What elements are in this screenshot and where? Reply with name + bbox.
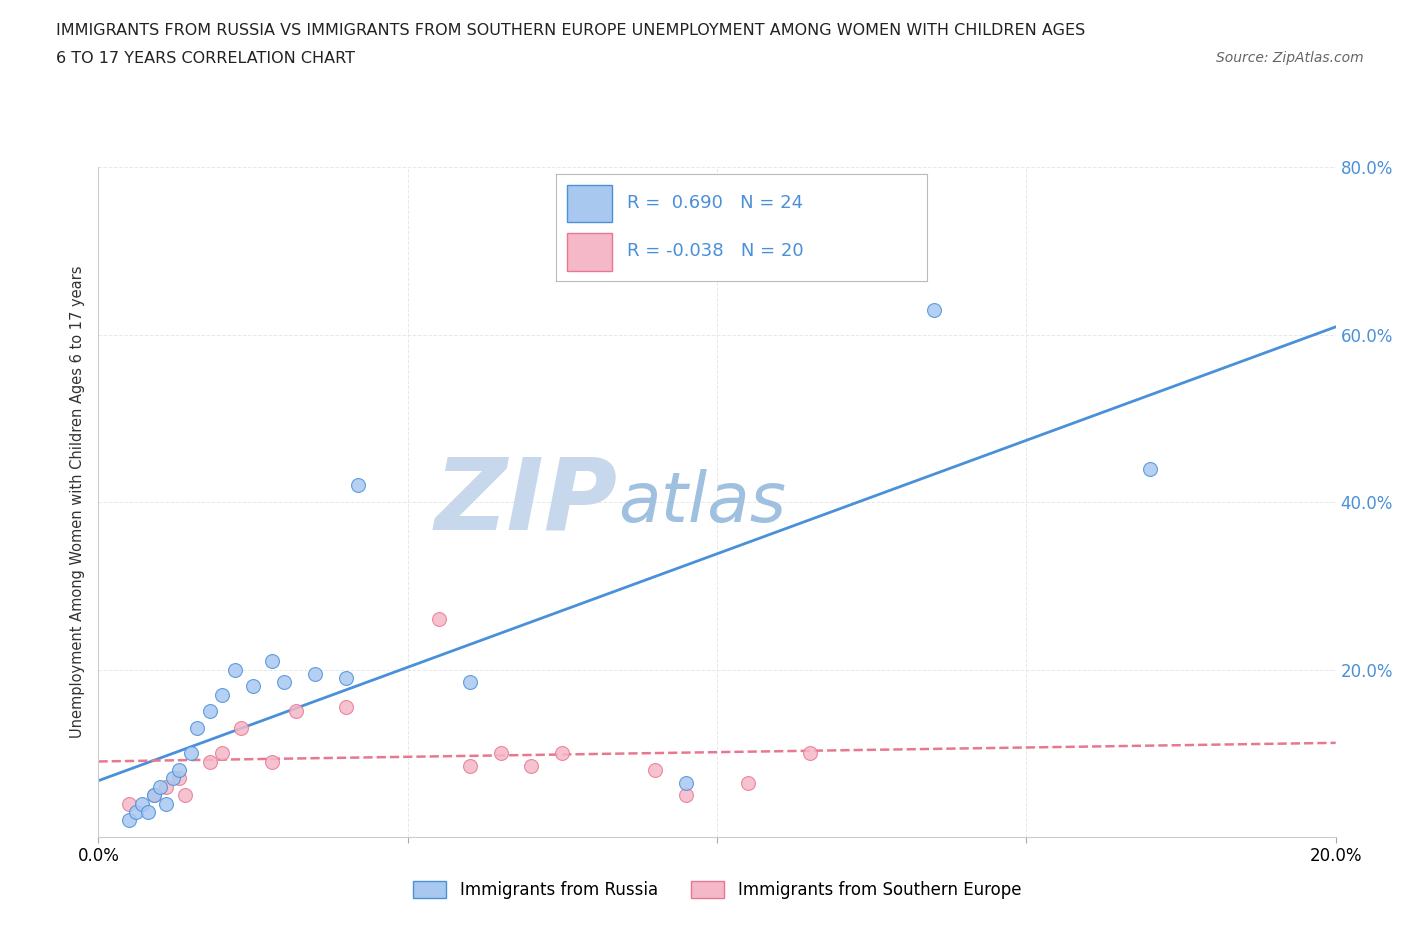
Point — [458, 759, 481, 774]
Legend: Immigrants from Russia, Immigrants from Southern Europe: Immigrants from Russia, Immigrants from … — [406, 874, 1028, 906]
Point — [131, 796, 153, 811]
Point — [260, 654, 283, 669]
Point — [551, 746, 574, 761]
Point — [427, 612, 450, 627]
Point — [304, 667, 326, 682]
Point — [458, 675, 481, 690]
Point — [675, 788, 697, 803]
Point — [260, 754, 283, 769]
Text: atlas: atlas — [619, 469, 786, 536]
Y-axis label: Unemployment Among Women with Children Ages 6 to 17 years: Unemployment Among Women with Children A… — [70, 266, 86, 738]
Point — [922, 302, 945, 317]
Text: Source: ZipAtlas.com: Source: ZipAtlas.com — [1216, 51, 1364, 65]
Point — [347, 478, 370, 493]
Point — [167, 763, 190, 777]
Point — [118, 796, 141, 811]
Point — [224, 662, 246, 677]
Point — [198, 754, 221, 769]
Text: IMMIGRANTS FROM RUSSIA VS IMMIGRANTS FROM SOUTHERN EUROPE UNEMPLOYMENT AMONG WOM: IMMIGRANTS FROM RUSSIA VS IMMIGRANTS FRO… — [56, 23, 1085, 38]
Point — [186, 721, 208, 736]
Point — [124, 804, 146, 819]
Point — [799, 746, 821, 761]
Point — [167, 771, 190, 786]
Text: 6 TO 17 YEARS CORRELATION CHART: 6 TO 17 YEARS CORRELATION CHART — [56, 51, 356, 66]
Point — [149, 779, 172, 794]
Point — [644, 763, 666, 777]
Point — [198, 704, 221, 719]
Point — [118, 813, 141, 828]
Point — [335, 700, 357, 715]
Point — [143, 788, 166, 803]
Point — [1139, 461, 1161, 476]
Point — [174, 788, 197, 803]
Point — [242, 679, 264, 694]
Point — [229, 721, 252, 736]
Point — [273, 675, 295, 690]
Point — [162, 771, 184, 786]
Text: ZIP: ZIP — [434, 454, 619, 551]
Point — [143, 788, 166, 803]
Point — [180, 746, 202, 761]
Point — [520, 759, 543, 774]
Point — [675, 776, 697, 790]
Point — [211, 746, 233, 761]
Point — [489, 746, 512, 761]
Point — [211, 687, 233, 702]
Point — [737, 776, 759, 790]
Point — [136, 804, 159, 819]
Point — [285, 704, 308, 719]
Point — [155, 796, 177, 811]
Point — [155, 779, 177, 794]
Point — [335, 671, 357, 685]
